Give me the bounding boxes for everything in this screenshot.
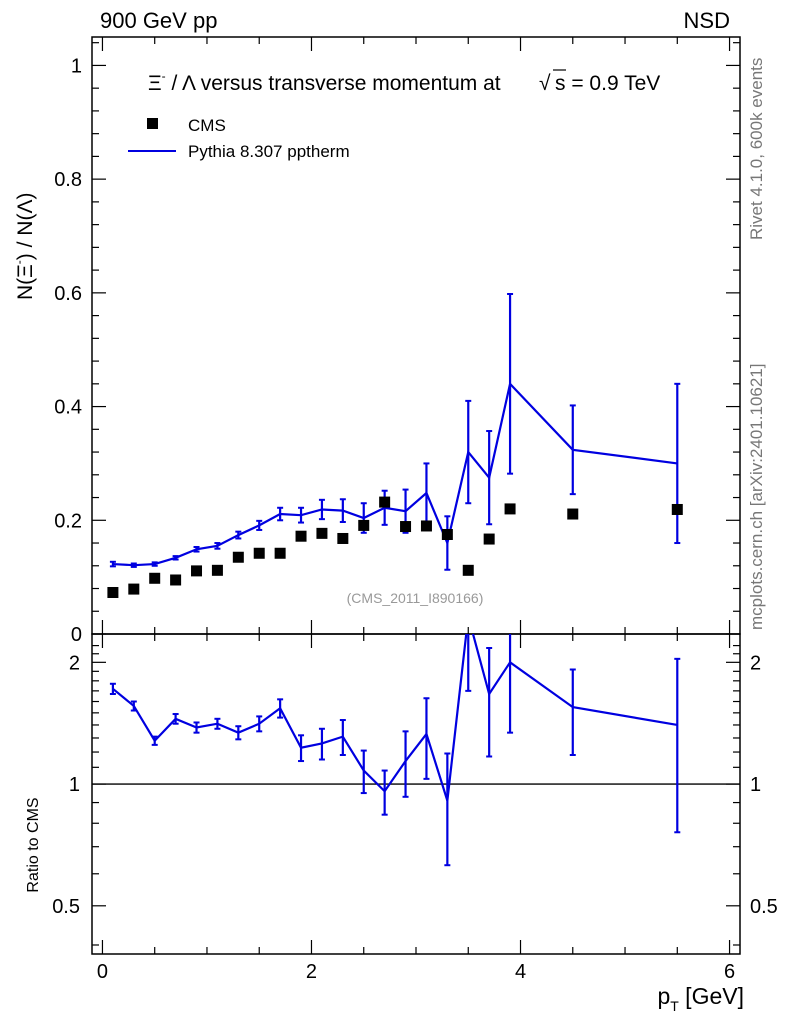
cms-data-point	[379, 496, 391, 508]
cms-data-point	[253, 547, 265, 559]
cms-data-point	[358, 519, 370, 531]
x-tick-labels: 0 2 4 6	[97, 961, 735, 983]
cms-data-point	[671, 503, 683, 515]
header-left-label: 900 GeV pp	[100, 8, 217, 33]
main-axis-ticks	[92, 37, 740, 635]
xlabel-p: p	[657, 983, 670, 1009]
ratio-y-tick-labels: 0.5 0.5 1 1 2 2	[52, 652, 778, 917]
cms-data-point	[462, 564, 474, 576]
cms-data-point	[316, 527, 328, 539]
pythia-ratio-line	[112, 634, 678, 801]
cms-data-point	[400, 521, 412, 533]
cms-data-point	[170, 574, 182, 586]
cms-data-point	[295, 530, 307, 542]
cms-data-point	[337, 532, 349, 544]
cms-data-point	[420, 520, 432, 532]
legend-pythia-label: Pythia 8.307 pptherm	[188, 142, 350, 161]
main-y-tick-label: 0.4	[54, 397, 82, 419]
main-data-layer	[107, 292, 683, 598]
main-y-tick-label: 0.6	[54, 283, 82, 305]
title-xi-minus: -	[162, 69, 166, 83]
cms-data-point	[504, 503, 516, 515]
main-y-tick-label: 0.8	[54, 169, 82, 191]
title-energy-value: = 0.9 TeV	[566, 72, 661, 95]
mcplots-reference-label: mcplots.cern.ch [arXiv:2401.10621]	[747, 364, 766, 630]
title-sqrt: √	[539, 72, 551, 95]
rivet-version-label: Rivet 4.1.0, 600k events	[747, 58, 766, 240]
ylabel-minus: -	[12, 260, 26, 264]
ratio-y-tick-label-right: 1	[750, 774, 761, 796]
cms-data-point	[191, 565, 203, 577]
pythia-main-line	[112, 381, 678, 567]
cms-data-point	[441, 529, 453, 540]
ratio-y-tick-label: 1	[69, 774, 80, 796]
ratio-y-tick-label-right: 0.5	[750, 896, 778, 918]
legend: CMS Pythia 8.307 pptherm	[128, 116, 350, 161]
main-panel: 00.20.40.60.81 (CMS_2011_I890166) Ξ- / Λ…	[12, 36, 741, 646]
title-rest: / Λ versus transverse momentum at	[166, 72, 501, 95]
xlabel-unit: [GeV]	[679, 983, 744, 1009]
ylabel-n1: N(Ξ	[14, 264, 37, 300]
ylabel-n2: ) / N(Λ)	[14, 193, 37, 261]
ratio-plot-frame	[91, 633, 741, 955]
ratio-y-tick-label-right: 2	[750, 652, 761, 674]
main-y-tick-labels: 0 0.2 0.4 0.6 0.8 1	[54, 55, 82, 646]
cms-data-point	[211, 564, 223, 576]
ratio-y-tick-label: 2	[69, 652, 80, 674]
main-y-axis-label: N(Ξ-) / N(Λ)	[12, 193, 37, 301]
legend-cms-marker	[147, 118, 158, 129]
title-s: s	[555, 72, 566, 95]
title-energy: s = 0.9 TeV	[555, 72, 660, 95]
xlabel-sub-t: T	[670, 998, 679, 1014]
x-axis-label: pT [GeV]	[657, 983, 744, 1014]
x-tick-label: 0	[97, 961, 108, 983]
ratio-y-axis-label: Ratio to CMS	[25, 797, 42, 892]
x-tick-label: 6	[724, 961, 735, 983]
main-y-tick-label: 0.2	[54, 510, 82, 532]
x-tick-label: 4	[515, 961, 526, 983]
title-xi: Ξ	[148, 72, 162, 95]
cms-data-point	[149, 572, 161, 584]
main-y-tick-label: 1	[71, 55, 82, 77]
ratio-panel: 0.5 0.5 1 1 2 2 Ratio to CMS 0 2 4 6 pT [GeV]	[25, 633, 778, 1014]
chart-annotation: (CMS_2011_I890166)	[347, 590, 484, 606]
x-tick-label: 2	[306, 961, 317, 983]
cms-data-point	[483, 533, 495, 545]
cms-data-point	[232, 551, 244, 563]
ratio-y-tick-label: 0.5	[52, 896, 80, 918]
ratio-data-layer	[109, 634, 681, 867]
cms-data-point	[567, 508, 579, 520]
main-y-tick-label: 0	[71, 624, 82, 646]
cms-data-point	[274, 547, 286, 559]
ratio-axis-ticks	[92, 634, 740, 954]
header-right-label: NSD	[684, 8, 730, 33]
cms-data-point	[128, 583, 140, 595]
cms-data-point	[107, 586, 119, 598]
chart-title: Ξ- / Λ versus transverse momentum at	[148, 69, 501, 95]
legend-cms-label: CMS	[188, 116, 226, 135]
